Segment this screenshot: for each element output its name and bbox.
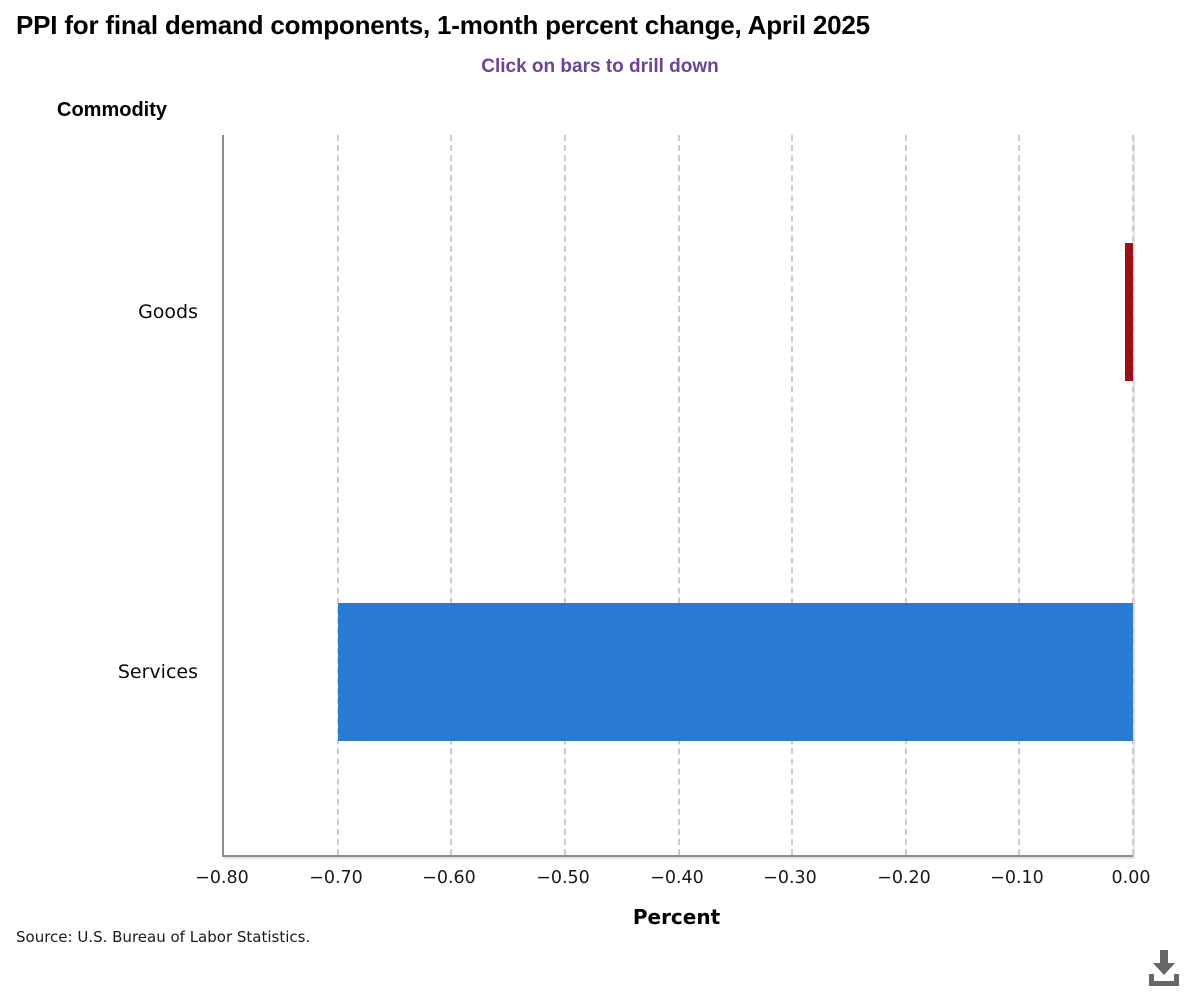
x-tick-label: −0.50 xyxy=(536,868,590,888)
x-tick-label: −0.60 xyxy=(422,868,476,888)
x-axis-ticks: −0.80 −0.70 −0.60 −0.50 −0.40 −0.30 −0.20 −0.10… xyxy=(195,868,1150,894)
gridline xyxy=(1132,135,1134,855)
bar-goods[interactable] xyxy=(1125,243,1133,381)
plot-area xyxy=(222,135,1134,857)
gridline xyxy=(450,135,452,855)
gridline xyxy=(791,135,793,855)
gridline xyxy=(564,135,566,855)
y-axis-title: Commodity xyxy=(57,99,167,121)
x-tick-label: −0.40 xyxy=(650,868,704,888)
x-axis-title: Percent xyxy=(632,905,721,929)
gridline xyxy=(678,135,680,855)
x-tick-label: −0.30 xyxy=(763,868,817,888)
chart-title: PPI for final demand components, 1-month… xyxy=(16,10,870,40)
x-tick-label: −0.10 xyxy=(990,868,1044,888)
x-tick-label: −0.70 xyxy=(309,868,363,888)
category-label-goods: Goods xyxy=(138,301,198,323)
x-tick-label: 0.00 xyxy=(1111,868,1151,888)
download-icon[interactable] xyxy=(1142,946,1186,990)
category-labels: Goods Services xyxy=(0,0,198,994)
x-tick-label: −0.20 xyxy=(877,868,931,888)
bar-services[interactable] xyxy=(338,603,1133,741)
x-tick-label: −0.80 xyxy=(195,868,249,888)
download-icon-glyph xyxy=(1149,950,1179,986)
chart-subtitle: Click on bars to drill down xyxy=(481,56,719,77)
gridline xyxy=(1018,135,1020,855)
category-label-services: Services xyxy=(117,661,198,683)
gridline xyxy=(337,135,339,855)
source-note: Source: U.S. Bureau of Labor Statistics. xyxy=(16,928,311,946)
gridline xyxy=(905,135,907,855)
